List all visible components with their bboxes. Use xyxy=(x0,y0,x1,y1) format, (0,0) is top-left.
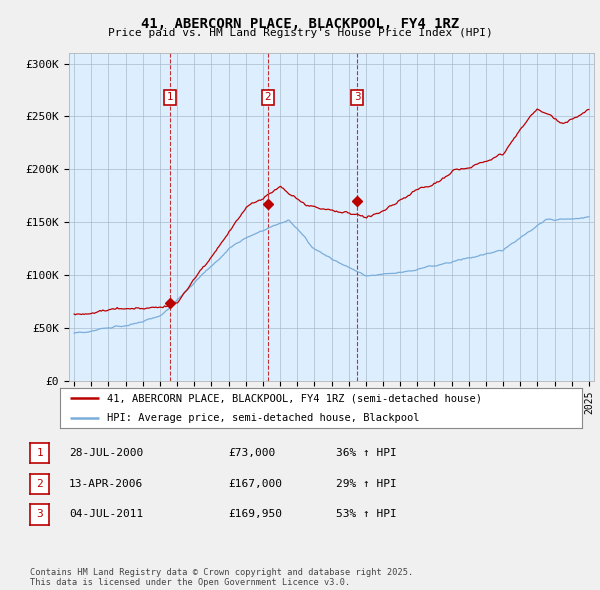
Text: 3: 3 xyxy=(354,93,361,103)
Text: 41, ABERCORN PLACE, BLACKPOOL, FY4 1RZ (semi-detached house): 41, ABERCORN PLACE, BLACKPOOL, FY4 1RZ (… xyxy=(107,394,482,404)
Text: 2: 2 xyxy=(265,93,271,103)
Text: 28-JUL-2000: 28-JUL-2000 xyxy=(69,448,143,458)
Text: Contains HM Land Registry data © Crown copyright and database right 2025.
This d: Contains HM Land Registry data © Crown c… xyxy=(30,568,413,587)
Text: 36% ↑ HPI: 36% ↑ HPI xyxy=(336,448,397,458)
Text: 3: 3 xyxy=(36,510,43,519)
Text: 29% ↑ HPI: 29% ↑ HPI xyxy=(336,479,397,489)
Text: 1: 1 xyxy=(36,448,43,458)
Text: 04-JUL-2011: 04-JUL-2011 xyxy=(69,510,143,519)
Text: Price paid vs. HM Land Registry's House Price Index (HPI): Price paid vs. HM Land Registry's House … xyxy=(107,28,493,38)
Text: 13-APR-2006: 13-APR-2006 xyxy=(69,479,143,489)
Text: 41, ABERCORN PLACE, BLACKPOOL, FY4 1RZ: 41, ABERCORN PLACE, BLACKPOOL, FY4 1RZ xyxy=(141,17,459,31)
Text: 53% ↑ HPI: 53% ↑ HPI xyxy=(336,510,397,519)
Text: £169,950: £169,950 xyxy=(228,510,282,519)
Text: 1: 1 xyxy=(166,93,173,103)
Text: £73,000: £73,000 xyxy=(228,448,275,458)
Text: 2: 2 xyxy=(36,479,43,489)
Text: £167,000: £167,000 xyxy=(228,479,282,489)
Text: HPI: Average price, semi-detached house, Blackpool: HPI: Average price, semi-detached house,… xyxy=(107,413,419,422)
